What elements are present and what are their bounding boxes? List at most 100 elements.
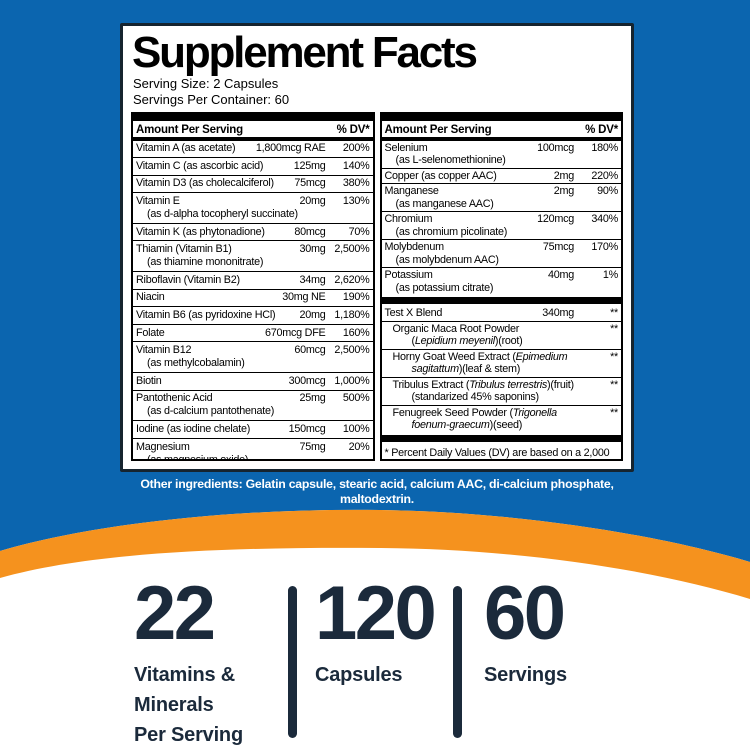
nutrient-name: Thiamin (Vitamin B1) (as thiamine mononit… xyxy=(136,243,299,269)
stat-block: 60 Servings xyxy=(484,576,567,690)
nutrient-name: Riboflavin (Vitamin B2) xyxy=(136,274,299,287)
nutrient-name-line: Vitamin B6 (as pyridoxine HCl) xyxy=(136,309,276,322)
nutrient-dv: ** xyxy=(610,322,618,335)
nutrient-name: Potassium (as potassium citrate) xyxy=(385,269,548,294)
name-text: )(leaf & stem) xyxy=(458,363,521,375)
table-row: Thiamin (Vitamin B1) (as thiamine mononit… xyxy=(133,240,373,271)
table-row: Vitamin C (as ascorbic acid) 125mg 140% xyxy=(133,157,373,175)
table-row: Niacin 30mg NE 190% xyxy=(133,288,373,307)
nutrient-amount: 20mg xyxy=(299,309,326,322)
nutrient-dv: ** xyxy=(610,350,618,363)
nutrient-dv: 170% xyxy=(591,241,618,253)
orange-wave xyxy=(0,509,750,599)
name-text: Fenugreek Seed Powder ( xyxy=(392,406,514,419)
nutrient-dv: 130% xyxy=(342,195,370,208)
nutrient-name: Vitamin D3 (as cholecalciferol) xyxy=(136,177,294,190)
nutrient-amount: 150mcg xyxy=(288,423,326,436)
stat-block: 120 Capsules xyxy=(315,571,441,690)
nutrient-amount: 1,800mcg RAE xyxy=(255,142,326,155)
table-row: Vitamin D3 (as cholecalciferol) 75mcg 380% xyxy=(133,174,373,193)
supplement-facts-panel: Supplement Facts Serving Size: 2 Capsule… xyxy=(120,23,634,472)
nutrient-name-line: Organic Maca Root Powder xyxy=(393,323,575,336)
nutrient-dv: 500% xyxy=(342,392,370,405)
nutrient-name: Vitamin A (as acetate) xyxy=(136,142,256,155)
stat-label-line: Minerals xyxy=(134,693,214,716)
nutrient-name: Molybdenum (as molybdenum AAC) xyxy=(385,241,543,266)
blend-item-row: Fenugreek Seed Powder (Trigonella foenum-… xyxy=(381,404,621,433)
nutrient-name-line: (Lepidium meyenil)(root) xyxy=(393,335,575,348)
amount-header-label: Amount Per Serving xyxy=(384,124,492,136)
nutrient-amount: 75mcg xyxy=(542,241,574,253)
nutrient-name: Fenugreek Seed Powder (Trigonella foenum-… xyxy=(385,407,575,432)
nutrient-amount: 75mg xyxy=(299,440,326,453)
latin-name: Lepidium meyenil xyxy=(414,335,495,347)
header-rule xyxy=(381,137,621,141)
nutrient-name: Vitamin C (as ascorbic acid) xyxy=(136,160,294,173)
stats-row: 22 Vitamins & Minerals Per Serving 120 Capsul… xyxy=(134,571,567,750)
table-row: Copper (as copper AAC) 2mg 220% xyxy=(381,167,621,184)
nutrient-amount: 120mcg xyxy=(537,213,574,225)
nutrient-name: Test X Blend xyxy=(385,307,543,320)
nutrient-name-sub: (as d-calcium pantothenate) xyxy=(147,405,275,418)
nutrient-name-line: Niacin xyxy=(136,291,165,304)
nutrient-name: Chromium (as chromium picolinate) xyxy=(385,213,538,238)
right-rows: Selenium (as L-selenomethionine) 100mcg 180… xyxy=(381,141,622,296)
name-text: Horny Goat Weed Extract ( xyxy=(392,350,516,363)
nutrient-name-sub: (as magnesium oxide) xyxy=(147,453,249,461)
table-row: Test X Blend 340mg ** xyxy=(382,306,622,321)
table-row: Pantothenic Acid (as d-calcium pantothena… xyxy=(133,389,373,421)
table-row: Riboflavin (Vitamin B2) 34mg 2,620% xyxy=(133,271,373,289)
nutrient-name-line: Vitamin E xyxy=(136,195,180,208)
nutrient-amount: 30mg xyxy=(299,243,326,256)
nutrient-amount: 60mcg xyxy=(294,344,326,357)
nutrient-amount: 340mg xyxy=(542,307,574,319)
nutrient-amount: 75mcg xyxy=(294,177,326,190)
nutrient-name-sub: (as thiamine mononitrate) xyxy=(147,256,264,269)
stat-label-line: Per Serving xyxy=(134,723,243,746)
blend-rows: Test X Blend 340mg ** Organic Maca Root Pow… xyxy=(381,306,622,433)
stat-label-line: Servings xyxy=(484,663,567,686)
nutrient-dv: 1,180% xyxy=(334,309,370,322)
nutrient-name: Pantothenic Acid (as d-calcium pantothena… xyxy=(136,392,299,418)
nutrient-columns: Amount Per Serving % DV* Vitamin A (as a… xyxy=(131,112,623,461)
nutrient-name-sub: (as L-selenomethionine) xyxy=(395,154,506,166)
nutrient-name-line: Molybdenum xyxy=(384,241,445,253)
nutrient-amount: 80mcg xyxy=(294,225,326,238)
nutrient-amount: 20mg xyxy=(299,195,326,208)
nutrient-name: Iodine (as iodine chelate) xyxy=(136,423,289,436)
nutrient-amount: 100mcg xyxy=(537,141,574,154)
table-row: Folate 670mcg DFE 160% xyxy=(133,323,373,342)
section-bar xyxy=(133,114,373,121)
nutrient-amount: 300mcg xyxy=(288,374,326,387)
table-row: Potassium (as potassium citrate) 40mg 1% xyxy=(381,267,621,295)
nutrient-name-line: Selenium xyxy=(384,141,428,154)
nutrient-name-line: Vitamin B12 xyxy=(136,344,192,357)
table-row: Manganese (as manganese AAC) 2mg 90% xyxy=(381,183,621,211)
nutrient-dv: 70% xyxy=(348,225,370,238)
serving-size: Serving Size: 2 Capsules xyxy=(133,76,279,91)
nutrient-name: Vitamin B12 (as methylcobalamin) xyxy=(136,344,294,370)
footnote: * Percent Daily Values (DV) are based on… xyxy=(384,446,610,459)
stat-value: 120 xyxy=(315,571,437,656)
nutrient-amount: 125mg xyxy=(293,159,326,172)
nutrient-name: Manganese (as manganese AAC) xyxy=(385,185,554,210)
nutrient-name-sub: (as potassium citrate) xyxy=(395,281,494,294)
footnotes: * Percent Daily Values (DV) are based on… xyxy=(382,444,622,460)
nutrient-dv: 2,500% xyxy=(334,344,370,357)
amount-header-label: Amount Per Serving xyxy=(136,124,243,136)
nutrient-dv: 190% xyxy=(342,291,370,304)
nutrient-name: Vitamin E (as d-alpha tocopheryl succinat… xyxy=(136,195,299,221)
supplement-facts-title: Supplement Facts xyxy=(132,28,478,77)
other-ingredients: Other ingredients: Gelatin capsule, stea… xyxy=(140,477,614,506)
nutrient-name-line: (standarized 45% saponins) xyxy=(393,391,575,404)
name-text: )(seed) xyxy=(489,419,523,431)
nutrient-name-sub: (as methylcobalamin) xyxy=(147,357,245,370)
nutrient-name-sub: (as manganese AAC) xyxy=(395,197,494,210)
nutrient-dv: 220% xyxy=(591,169,618,182)
latin-name: Trigonella xyxy=(512,406,557,419)
stat-label: Servings xyxy=(484,660,567,690)
nutrient-name-line: Fenugreek Seed Powder (Trigonella xyxy=(393,407,575,420)
nutrient-name-line: Pantothenic Acid xyxy=(136,392,213,405)
name-text: )(root) xyxy=(494,335,523,347)
table-row: Selenium (as L-selenomethionine) 100mcg 180… xyxy=(382,141,622,168)
